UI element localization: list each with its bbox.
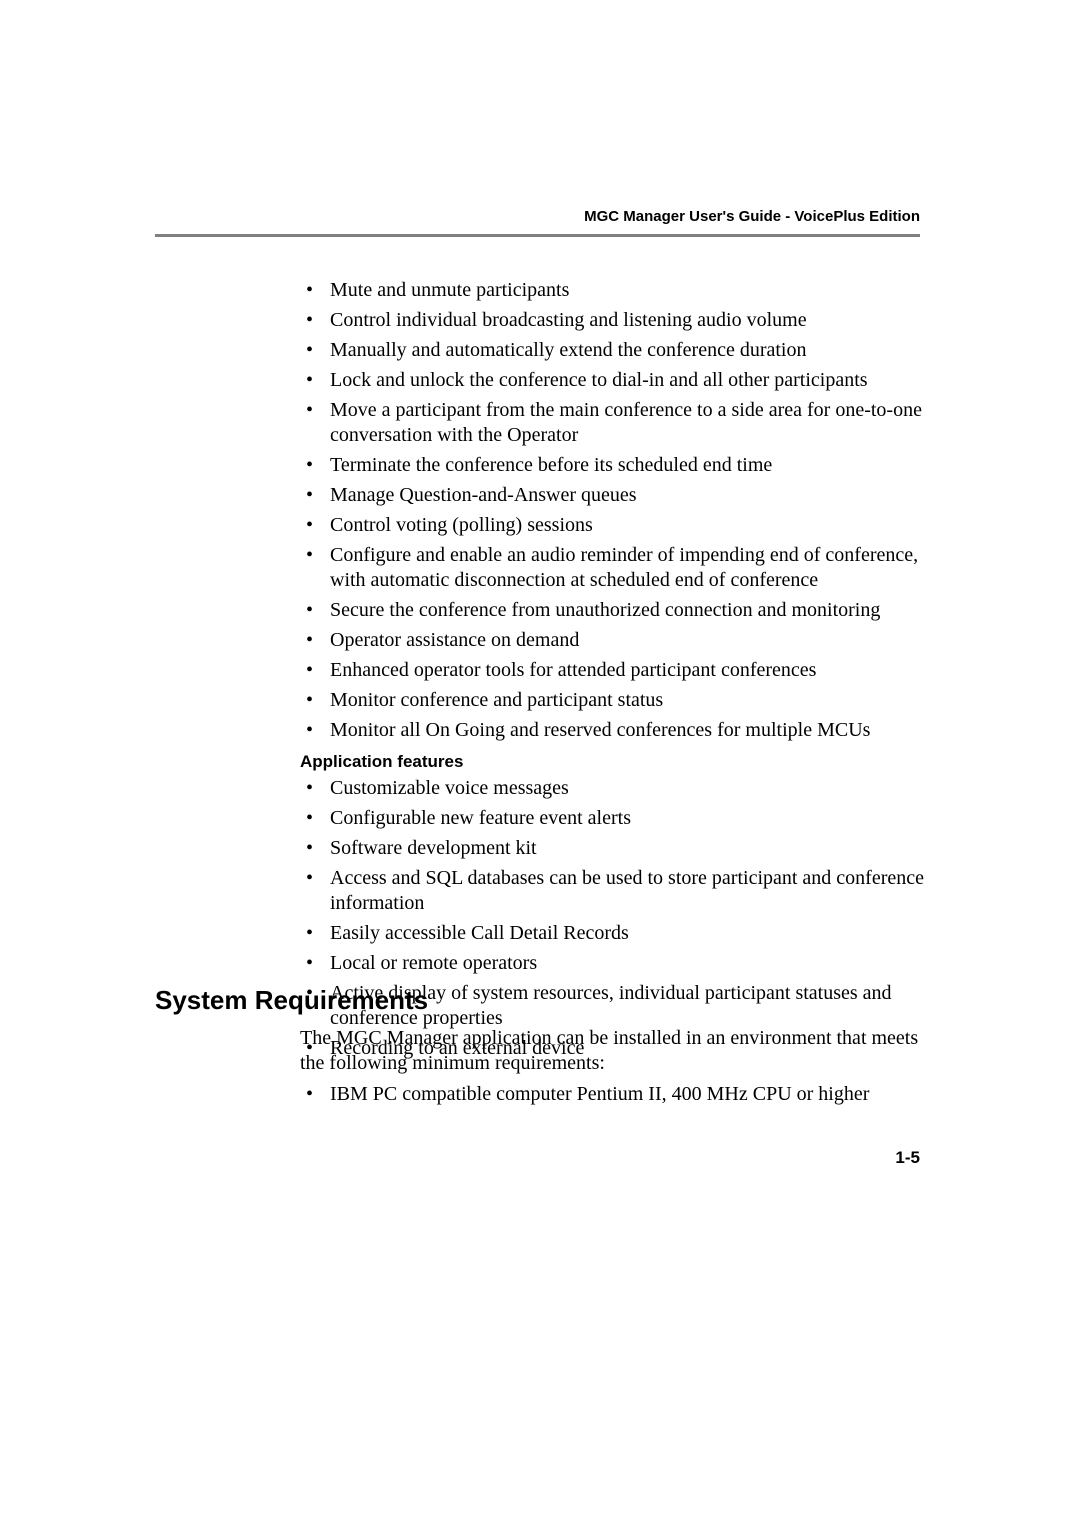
header-title: MGC Manager User's Guide - VoicePlus Edi… (584, 208, 920, 225)
section-body: The MGC Manager application can be insta… (300, 1026, 925, 1112)
subheading-application-features: Application features (300, 751, 925, 772)
list-item: Enhanced operator tools for attended par… (300, 658, 925, 683)
list-item: Mute and unmute participants (300, 278, 925, 303)
list-item: Monitor conference and participant statu… (300, 688, 925, 713)
bullet-list-3: IBM PC compatible computer Pentium II, 4… (300, 1082, 925, 1107)
main-content: Mute and unmute participants Control ind… (300, 278, 925, 1066)
list-item: Local or remote operators (300, 951, 925, 976)
list-item: Operator assistance on demand (300, 628, 925, 653)
list-item: IBM PC compatible computer Pentium II, 4… (300, 1082, 925, 1107)
list-item: Software development kit (300, 836, 925, 861)
list-item: Customizable voice messages (300, 776, 925, 801)
list-item: Configure and enable an audio reminder o… (300, 543, 925, 593)
list-item: Terminate the conference before its sche… (300, 453, 925, 478)
bullet-list-1: Mute and unmute participants Control ind… (300, 278, 925, 743)
section-intro: The MGC Manager application can be insta… (300, 1026, 925, 1076)
page: MGC Manager User's Guide - VoicePlus Edi… (0, 0, 1080, 1528)
list-item: Easily accessible Call Detail Records (300, 921, 925, 946)
list-item: Monitor all On Going and reserved confer… (300, 718, 925, 743)
section-heading-system-requirements: System Requirements (155, 985, 428, 1016)
list-item: Control individual broadcasting and list… (300, 308, 925, 333)
list-item: Move a participant from the main confere… (300, 398, 925, 448)
list-item: Access and SQL databases can be used to … (300, 866, 925, 916)
list-item: Manage Question-and-Answer queues (300, 483, 925, 508)
page-number: 1-5 (895, 1148, 920, 1168)
list-item: Manually and automatically extend the co… (300, 338, 925, 363)
header-rule (155, 234, 920, 237)
list-item: Secure the conference from unauthorized … (300, 598, 925, 623)
list-item: Lock and unlock the conference to dial-i… (300, 368, 925, 393)
list-item: Control voting (polling) sessions (300, 513, 925, 538)
list-item: Configurable new feature event alerts (300, 806, 925, 831)
bullet-list-2: Customizable voice messages Configurable… (300, 776, 925, 1061)
